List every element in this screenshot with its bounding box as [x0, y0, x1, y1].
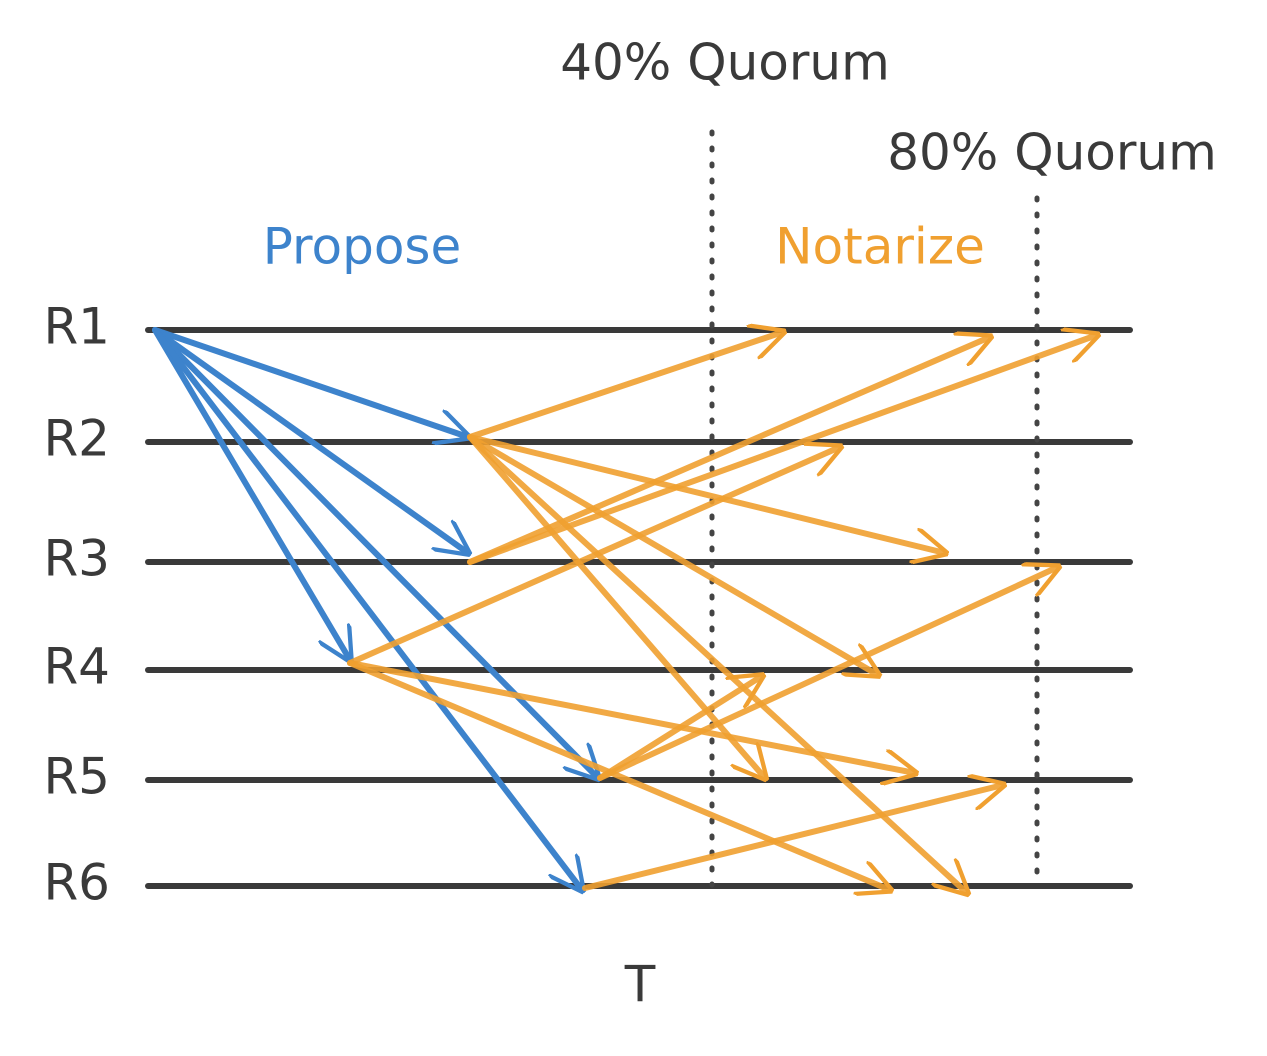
notarize-arrow: [467, 335, 1097, 565]
notarize-arrow: [467, 434, 765, 778]
propose-arrow: [152, 327, 582, 890]
notarize-arrow: [467, 332, 783, 440]
quorum-label: 40% Quorum: [560, 34, 890, 92]
axis-label: T: [624, 956, 656, 1014]
row-label: R1: [43, 298, 110, 356]
phase-label: Notarize: [775, 218, 985, 276]
notarize-arrow: [467, 434, 878, 675]
propose-arrow: [152, 327, 468, 553]
propose-arrow: [152, 327, 468, 437]
timelines: [145, 327, 1133, 889]
notarize-arrow: [597, 676, 762, 781]
row-label: R6: [43, 854, 110, 912]
notarize-arrow: [347, 447, 840, 666]
row-label: R3: [43, 530, 110, 588]
quorum-label: 80% Quorum: [887, 124, 1217, 182]
notarize-arrow: [467, 337, 990, 565]
phase-label: Propose: [263, 218, 461, 276]
notarize-arrow: [582, 785, 1003, 891]
propose-arrow: [152, 327, 350, 660]
notarize-arrow: [347, 660, 915, 773]
notarize-arrow: [597, 567, 1058, 781]
notarize-arrow: [467, 434, 945, 553]
notarize-arrow: [347, 660, 890, 890]
propose-arrow: [152, 327, 598, 778]
arrows: [152, 327, 1097, 893]
row-label: R2: [43, 410, 110, 468]
row-label: R4: [43, 638, 110, 696]
notarize-arrow: [467, 434, 967, 893]
row-label: R5: [43, 748, 110, 806]
row-labels: R1 R2 R3 R4 R5 R6: [43, 298, 110, 912]
